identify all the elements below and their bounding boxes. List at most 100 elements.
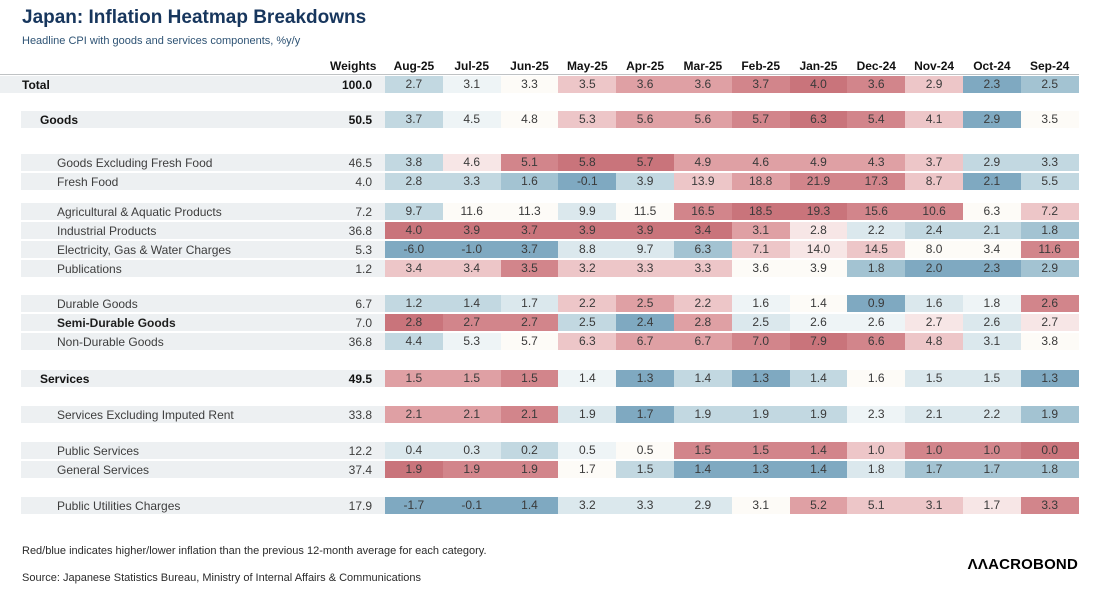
- heat-cell: 2.5: [731, 314, 790, 331]
- source-note: Source: Japanese Statistics Bureau, Mini…: [22, 572, 422, 584]
- heat-cell: 2.2: [962, 406, 1021, 423]
- heat-cell: 2.6: [962, 314, 1021, 331]
- heat-cell: 6.3: [558, 333, 617, 350]
- heat-cell: 1.5: [731, 442, 790, 459]
- month-header: Nov-24: [914, 59, 955, 73]
- heat-cell: 3.7: [500, 241, 559, 258]
- row-label: Total: [22, 77, 50, 92]
- heat-cell: 3.6: [731, 260, 790, 277]
- heat-cell: 3.4: [673, 222, 732, 239]
- heat-cell: 2.9: [905, 76, 963, 93]
- heat-cell: 1.0: [905, 442, 963, 459]
- row-label: Publications: [57, 261, 122, 276]
- heat-cell: 3.2: [558, 260, 617, 277]
- heat-cell: 1.4: [558, 370, 617, 387]
- heat-cell: 8.7: [905, 173, 963, 190]
- heat-cell: 2.8: [385, 314, 443, 331]
- row-label: Fresh Food: [57, 174, 119, 189]
- heat-cell: 1.7: [558, 461, 617, 478]
- heat-cell: 17.3: [847, 173, 906, 190]
- table-row: Goods Excluding Fresh Food 46.5 3.8 4.6 5.1 5…: [21, 154, 1079, 171]
- heat-cell: 1.5: [673, 442, 732, 459]
- table-row: Industrial Products 36.8 4.0 3.9 3.7 3.9 3.9 3.…: [21, 222, 1079, 239]
- row-weight: 36.8: [348, 223, 372, 238]
- heat-cell: 18.8: [731, 173, 790, 190]
- row-label: Durable Goods: [57, 296, 138, 311]
- row-weight: 6.7: [355, 296, 372, 311]
- heat-cell: 3.6: [616, 76, 674, 93]
- heat-cell: 1.5: [905, 370, 963, 387]
- month-header: Dec-24: [856, 59, 896, 73]
- heat-cell: 4.9: [673, 154, 732, 171]
- heat-cell: 2.7: [442, 314, 501, 331]
- heat-cell: 7.9: [789, 333, 848, 350]
- month-header: Jan-25: [799, 59, 838, 73]
- month-header: Jul-25: [454, 59, 490, 73]
- table-row: Public Utilities Charges 17.9 -1.7 -0.1 1.4 3…: [21, 497, 1079, 514]
- heat-cell: 3.4: [962, 241, 1021, 258]
- heat-cell: 3.6: [673, 76, 732, 93]
- heat-cell: 2.7: [905, 314, 963, 331]
- heat-cell: 1.5: [385, 370, 443, 387]
- row-weight: 46.5: [348, 155, 372, 170]
- heat-cell: 4.0: [789, 76, 848, 93]
- heat-cell: 5.6: [673, 111, 732, 128]
- heat-cell: 3.9: [558, 222, 617, 239]
- heat-cell: 3.3: [616, 497, 674, 514]
- row-weight: 33.8: [348, 407, 372, 422]
- row-label: Electricity, Gas & Water Charges: [57, 242, 232, 257]
- heat-cell: 3.2: [558, 497, 617, 514]
- heat-cell: 1.9: [731, 406, 790, 423]
- heat-cell: 6.3: [962, 203, 1021, 220]
- heat-cell: 1.9: [558, 406, 617, 423]
- heat-cell: 2.9: [962, 154, 1021, 171]
- heat-cell: 14.0: [789, 241, 848, 258]
- heat-cell: 2.7: [385, 76, 443, 93]
- heat-cell: 2.2: [558, 295, 617, 312]
- table-row: Semi-Durable Goods 7.0 2.8 2.7 2.7 2.5 2.4 2.8 2…: [21, 314, 1079, 331]
- heat-cell: -0.1: [442, 497, 501, 514]
- heat-cell: 2.6: [1020, 295, 1079, 312]
- heat-cell: 2.9: [673, 497, 732, 514]
- macrobond-logo: ΛΛACROBOND: [967, 556, 1078, 573]
- heat-cell: 8.0: [905, 241, 963, 258]
- heat-cell: 5.4: [847, 111, 906, 128]
- month-headers: Aug-25 Jul-25 Jun-25 May-25 Apr-25 Mar-25 Feb-…: [385, 59, 1079, 73]
- row-label: Agricultural & Aquatic Products: [57, 204, 222, 219]
- heat-cell: 4.3: [847, 154, 906, 171]
- heat-cell: 2.7: [500, 314, 559, 331]
- heat-cell: 1.8: [962, 295, 1021, 312]
- heat-cell: 2.1: [962, 222, 1021, 239]
- heat-cell: 2.1: [962, 173, 1021, 190]
- heat-cell: 2.1: [905, 406, 963, 423]
- heat-cell: 5.3: [442, 333, 501, 350]
- row-weight: 7.0: [355, 315, 372, 330]
- heat-cell: -0.1: [558, 173, 617, 190]
- heat-cell: 1.7: [962, 461, 1021, 478]
- heat-cell: 8.8: [558, 241, 617, 258]
- heat-cell: 0.3: [442, 442, 501, 459]
- row-weight: 100.0: [341, 77, 372, 92]
- heat-cell: 2.4: [905, 222, 963, 239]
- row-weight: 49.5: [348, 371, 372, 386]
- heat-cell: 6.7: [673, 333, 732, 350]
- row-label: Services Excluding Imputed Rent: [57, 407, 234, 422]
- heat-cell: 5.8: [558, 154, 617, 171]
- heat-cell: 2.4: [616, 314, 674, 331]
- heat-cell: 1.6: [905, 295, 963, 312]
- table-row: Fresh Food 4.0 2.8 3.3 1.6 -0.1 3.9 13.9 18.8 21.…: [21, 173, 1079, 190]
- month-header: Feb-25: [741, 59, 781, 73]
- heat-cell: 3.7: [731, 76, 790, 93]
- heat-cell: 3.4: [385, 260, 443, 277]
- heat-cell: 1.3: [616, 370, 674, 387]
- page-subtitle: Headline CPI with goods and services com…: [22, 35, 301, 47]
- heat-cell: 1.9: [1020, 406, 1079, 423]
- heat-cell: 3.3: [442, 173, 501, 190]
- table-row: Goods 50.5 3.7 4.5 4.8 5.3 5.6 5.6 5.7 6.3 5.4 4.1 2…: [21, 111, 1079, 128]
- heat-cell: 1.6: [500, 173, 559, 190]
- table-row: Non-Durable Goods 36.8 4.4 5.3 5.7 6.3 6.7 6.7 7…: [21, 333, 1079, 350]
- heat-cell: 3.1: [731, 497, 790, 514]
- row-weight: 12.2: [348, 443, 372, 458]
- heat-cell: 7.1: [731, 241, 790, 258]
